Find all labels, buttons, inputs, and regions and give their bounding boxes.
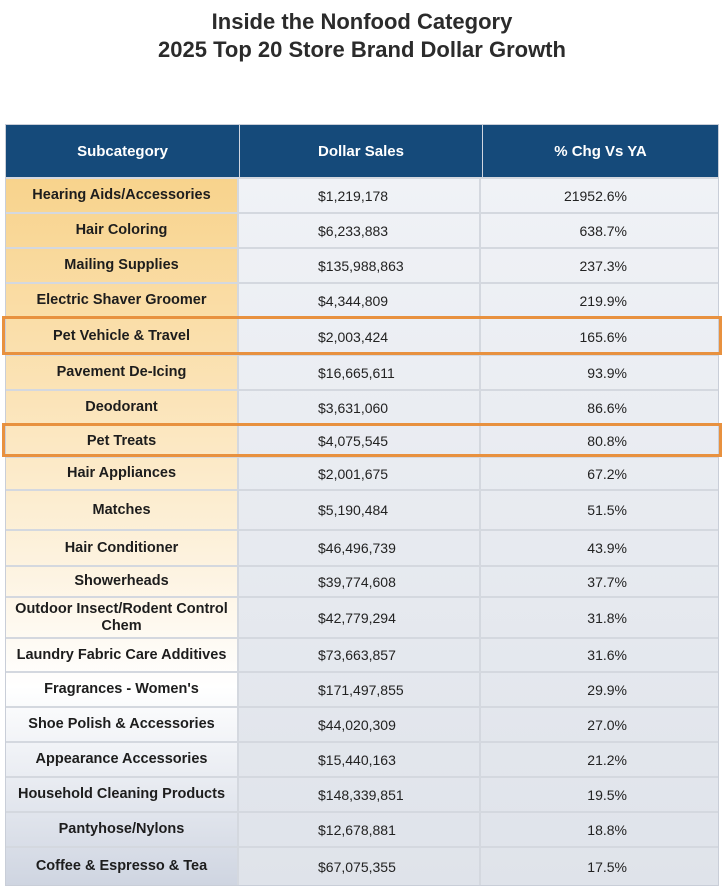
dollar-sales-cell: $1,219,178 [239, 179, 481, 212]
pct-change-cell: 18.8% [587, 821, 627, 838]
header-pct-change: % Chg Vs YA [554, 142, 647, 160]
subcategory-cell: Outdoor Insect/Rodent Control Chem [6, 598, 239, 637]
title-line-2: 2025 Top 20 Store Brand Dollar Growth [158, 37, 566, 62]
table-row: Pet Treats $4,075,545 80.8% [2, 423, 722, 457]
table-row: Laundry Fabric Care Additives $73,663,857… [6, 637, 718, 671]
pct-change-cell: 237.3% [579, 257, 627, 274]
dollar-sales-cell: $135,988,863 [239, 249, 481, 282]
subcategory-cell: Pet Vehicle & Travel [6, 319, 239, 354]
subcategory-cell: Coffee & Espresso & Tea [6, 848, 239, 885]
table-row: Appearance Accessories $15,440,163 21.2% [6, 741, 718, 776]
table-row: Mailing Supplies $135,988,863 237.3% [6, 247, 718, 282]
title-line-1: Inside the Nonfood Category [211, 9, 513, 34]
subcategory-cell: Mailing Supplies [6, 249, 239, 282]
table-row: Deodorant $3,631,060 86.6% [6, 389, 718, 424]
subcategory-cell: Laundry Fabric Care Additives [6, 639, 239, 671]
subcategory-cell: Appearance Accessories [6, 743, 239, 776]
subcategory-cell: Shoe Polish & Accessories [6, 708, 239, 741]
dollar-sales-cell: $4,344,809 [239, 284, 481, 317]
subcategory-cell: Household Cleaning Products [6, 778, 239, 811]
dollar-sales-cell: $39,774,608 [239, 567, 481, 596]
table-row: Hair Conditioner $46,496,739 43.9% [6, 529, 718, 565]
subcategory-cell: Pavement De-Icing [6, 356, 239, 389]
table-row: Coffee & Espresso & Tea $67,075,355 17.5% [6, 846, 718, 885]
header-dollar-sales: Dollar Sales [240, 125, 483, 177]
pct-change-cell: 51.5% [587, 502, 627, 518]
table-row: Fragrances - Women's $171,497,855 29.9% [6, 671, 718, 706]
dollar-sales-cell: $46,496,739 [239, 531, 481, 565]
table-row: Pet Vehicle & Travel $2,003,424 165.6% [2, 316, 722, 355]
table-row: Shoe Polish & Accessories $44,020,309 27.0… [6, 706, 718, 741]
subcategory-cell: Hair Conditioner [6, 531, 239, 565]
pct-change-cell: 37.7% [587, 573, 627, 590]
pct-change-cell: 93.9% [587, 364, 627, 381]
pct-change-cell: 80.8% [587, 433, 627, 449]
subcategory-cell: Hearing Aids/Accessories [6, 179, 239, 212]
pct-change-cell: 86.6% [587, 399, 627, 416]
table-row: Pantyhose/Nylons $12,678,881 18.8% [6, 811, 718, 846]
pct-change-cell: 29.9% [587, 681, 627, 698]
table-row: Hair Appliances $2,001,675 67.2% [6, 456, 718, 489]
dollar-sales-cell: $4,075,545 [239, 426, 481, 456]
table-row: Household Cleaning Products $148,339,851 1… [6, 776, 718, 811]
dollar-sales-cell: $12,678,881 [239, 813, 481, 846]
dollar-sales-cell: $3,631,060 [239, 391, 481, 424]
pct-change-cell: 21.2% [587, 751, 627, 768]
pct-change-cell: 27.0% [587, 716, 627, 733]
subcategory-cell: Deodorant [6, 391, 239, 424]
subcategory-cell: Fragrances - Women's [6, 673, 239, 706]
pct-change-cell: 31.6% [587, 647, 627, 663]
table-row: Hearing Aids/Accessories $1,219,178 21952.… [6, 177, 718, 212]
table-row: Showerheads $39,774,608 37.7% [6, 565, 718, 596]
dollar-sales-cell: $2,003,424 [239, 319, 481, 354]
pct-change-cell: 21952.6% [563, 187, 627, 204]
table-row: Outdoor Insect/Rodent Control Chem $42,77… [6, 596, 718, 637]
table-body: Hearing Aids/Accessories $1,219,178 21952.… [2, 177, 722, 885]
dollar-sales-cell: $6,233,883 [239, 214, 481, 247]
subcategory-column-background [6, 177, 239, 885]
pct-change-cell: 31.8% [587, 609, 627, 626]
dollar-sales-cell: $2,001,675 [239, 458, 481, 489]
subcategory-cell: Pantyhose/Nylons [6, 813, 239, 846]
table-row: Electric Shaver Groomer $4,344,809 219.9% [6, 282, 718, 317]
subcategory-cell: Electric Shaver Groomer [6, 284, 239, 317]
subcategory-cell: Hair Coloring [6, 214, 239, 247]
header-subcategory: Subcategory [6, 125, 240, 177]
dollar-sales-cell: $15,440,163 [239, 743, 481, 776]
pct-change-cell: 19.5% [587, 786, 627, 803]
dollar-sales-cell: $16,665,611 [239, 356, 481, 389]
dollar-sales-cell: $5,190,484 [239, 491, 481, 529]
dollar-sales-cell: $67,075,355 [239, 848, 481, 885]
table-header: Subcategory Dollar Sales % Chg Vs YA [6, 125, 718, 177]
subcategory-cell: Pet Treats [6, 426, 239, 456]
pct-change-cell: 67.2% [587, 465, 627, 482]
dollar-sales-cell: $171,497,855 [239, 673, 481, 706]
pct-change-cell: 165.6% [579, 328, 627, 345]
table-row: Pavement De-Icing $16,665,611 93.9% [6, 354, 718, 389]
dollar-sales-cell: $73,663,857 [239, 639, 481, 671]
table-row: Hair Coloring $6,233,883 638.7% [6, 212, 718, 247]
subcategory-cell: Showerheads [6, 567, 239, 596]
dollar-sales-cell: $44,020,309 [239, 708, 481, 741]
pct-change-cell: 219.9% [579, 292, 627, 309]
dollar-sales-cell: $42,779,294 [239, 598, 481, 637]
pct-change-cell: 43.9% [587, 540, 627, 556]
dollar-sales-cell: $148,339,851 [239, 778, 481, 811]
subcategory-cell: Matches [6, 491, 239, 529]
pct-change-cell: 17.5% [587, 858, 627, 875]
table-row: Matches $5,190,484 51.5% [6, 489, 718, 529]
subcategory-cell: Hair Appliances [6, 458, 239, 489]
pct-change-cell: 638.7% [579, 222, 627, 239]
growth-table: Subcategory Dollar Sales % Chg Vs YA Hea… [2, 124, 722, 886]
